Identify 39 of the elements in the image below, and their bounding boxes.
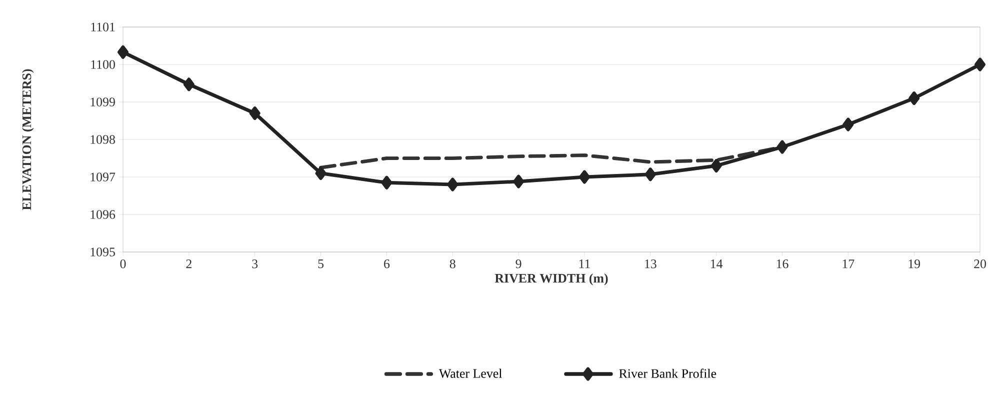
x-tick-label: 17 [842,260,854,268]
y-tick-label: 1101 [91,22,115,32]
x-tick-label: 20 [974,260,986,268]
x-tick-label: 13 [645,260,656,268]
point [315,166,326,180]
x-tick-label: 19 [908,260,920,268]
point [578,170,590,184]
point [118,45,128,59]
x-tick-label: 0 [120,260,126,268]
point [908,92,920,105]
point [381,176,392,190]
point [644,168,656,182]
point [842,118,854,132]
x-tick-label: 11 [579,260,590,268]
x-tick-label: 14 [710,260,723,268]
y-tick-label: 1099 [90,98,115,106]
x-axis-title: RIVER WIDTH (m) [494,274,608,286]
point [776,140,788,154]
y-tick-label: 1098 [90,135,115,144]
x-tick-label: 16 [776,260,788,268]
point [183,78,194,92]
point [447,178,458,192]
x-tick-label: 3 [252,260,258,268]
x-tick-label: 2 [186,260,192,268]
y-tick-label: 1097 [90,172,116,182]
y-tick-label: 1100 [91,60,115,69]
x-tick-label: 6 [384,260,390,268]
point [249,106,260,120]
point [513,174,524,188]
legend-label: Water Level [438,368,502,378]
y-tick-label: 1095 [90,248,115,256]
y-axis-title: ELEVATION (METERS) [22,69,34,210]
point [710,159,722,172]
x-tick-label: 8 [450,260,456,268]
x-tick-label: 9 [516,260,522,268]
x-tick-label: 5 [318,260,324,268]
y-tick-label: 1096 [90,210,116,219]
point [974,58,986,72]
legend-label: River Bank Profile [619,368,716,378]
